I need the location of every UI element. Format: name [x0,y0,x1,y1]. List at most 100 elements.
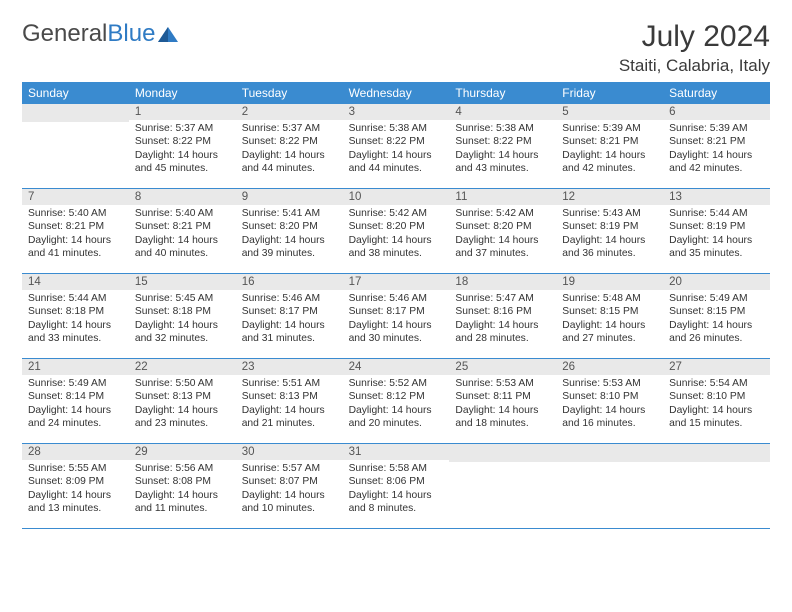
day-number: 10 [343,189,450,205]
day-details: Sunrise: 5:52 AMSunset: 8:12 PMDaylight:… [343,375,450,435]
daylight-text-2: and 24 minutes. [28,417,123,430]
sunset-text: Sunset: 8:22 PM [242,135,337,148]
sunset-text: Sunset: 8:17 PM [242,305,337,318]
sunset-text: Sunset: 8:14 PM [28,390,123,403]
day-cell: 29Sunrise: 5:56 AMSunset: 8:08 PMDayligh… [129,444,236,528]
day-cell: 30Sunrise: 5:57 AMSunset: 8:07 PMDayligh… [236,444,343,528]
dow-cell: Thursday [449,82,556,104]
brand-logo: GeneralBlue [22,20,179,48]
day-number [449,444,556,462]
day-cell: 12Sunrise: 5:43 AMSunset: 8:19 PMDayligh… [556,189,663,273]
day-details: Sunrise: 5:39 AMSunset: 8:21 PMDaylight:… [663,120,770,180]
day-number: 31 [343,444,450,460]
day-cell: 15Sunrise: 5:45 AMSunset: 8:18 PMDayligh… [129,274,236,358]
day-cell: 17Sunrise: 5:46 AMSunset: 8:17 PMDayligh… [343,274,450,358]
sunset-text: Sunset: 8:21 PM [135,220,230,233]
daylight-text-1: Daylight: 14 hours [562,319,657,332]
day-cell: 4Sunrise: 5:38 AMSunset: 8:22 PMDaylight… [449,104,556,188]
sunrise-text: Sunrise: 5:57 AM [242,462,337,475]
day-cell: 27Sunrise: 5:54 AMSunset: 8:10 PMDayligh… [663,359,770,443]
sunrise-text: Sunrise: 5:44 AM [669,207,764,220]
sunrise-text: Sunrise: 5:42 AM [455,207,550,220]
day-number: 17 [343,274,450,290]
daylight-text-1: Daylight: 14 hours [562,234,657,247]
week-row: 21Sunrise: 5:49 AMSunset: 8:14 PMDayligh… [22,359,770,444]
week-row: 7Sunrise: 5:40 AMSunset: 8:21 PMDaylight… [22,189,770,274]
sunrise-text: Sunrise: 5:47 AM [455,292,550,305]
day-cell: 10Sunrise: 5:42 AMSunset: 8:20 PMDayligh… [343,189,450,273]
daylight-text-2: and 11 minutes. [135,502,230,515]
day-details: Sunrise: 5:50 AMSunset: 8:13 PMDaylight:… [129,375,236,435]
daylight-text-1: Daylight: 14 hours [455,234,550,247]
daylight-text-2: and 41 minutes. [28,247,123,260]
day-number: 30 [236,444,343,460]
day-details: Sunrise: 5:57 AMSunset: 8:07 PMDaylight:… [236,460,343,520]
sunrise-text: Sunrise: 5:48 AM [562,292,657,305]
day-number: 4 [449,104,556,120]
sunrise-text: Sunrise: 5:44 AM [28,292,123,305]
daylight-text-2: and 21 minutes. [242,417,337,430]
daylight-text-2: and 42 minutes. [669,162,764,175]
sunset-text: Sunset: 8:18 PM [135,305,230,318]
day-number: 14 [22,274,129,290]
daylight-text-2: and 26 minutes. [669,332,764,345]
sunrise-text: Sunrise: 5:37 AM [135,122,230,135]
dow-cell: Friday [556,82,663,104]
daylight-text-1: Daylight: 14 hours [135,149,230,162]
day-details: Sunrise: 5:42 AMSunset: 8:20 PMDaylight:… [343,205,450,265]
daylight-text-2: and 45 minutes. [135,162,230,175]
month-title: July 2024 [619,20,770,54]
day-details: Sunrise: 5:49 AMSunset: 8:14 PMDaylight:… [22,375,129,435]
sunset-text: Sunset: 8:17 PM [349,305,444,318]
day-number: 26 [556,359,663,375]
sunset-text: Sunset: 8:18 PM [28,305,123,318]
sunrise-text: Sunrise: 5:54 AM [669,377,764,390]
day-cell: 20Sunrise: 5:49 AMSunset: 8:15 PMDayligh… [663,274,770,358]
day-cell: 1Sunrise: 5:37 AMSunset: 8:22 PMDaylight… [129,104,236,188]
daylight-text-1: Daylight: 14 hours [562,149,657,162]
daylight-text-2: and 36 minutes. [562,247,657,260]
day-cell: 3Sunrise: 5:38 AMSunset: 8:22 PMDaylight… [343,104,450,188]
sunrise-text: Sunrise: 5:53 AM [455,377,550,390]
day-number [556,444,663,462]
dow-cell: Sunday [22,82,129,104]
header: GeneralBlue July 2024 Staiti, Calabria, … [22,20,770,76]
sunrise-text: Sunrise: 5:58 AM [349,462,444,475]
day-cell: 21Sunrise: 5:49 AMSunset: 8:14 PMDayligh… [22,359,129,443]
day-details: Sunrise: 5:46 AMSunset: 8:17 PMDaylight:… [236,290,343,350]
daylight-text-1: Daylight: 14 hours [28,489,123,502]
daylight-text-2: and 20 minutes. [349,417,444,430]
location-label: Staiti, Calabria, Italy [619,56,770,76]
dow-cell: Tuesday [236,82,343,104]
day-number: 2 [236,104,343,120]
sunset-text: Sunset: 8:09 PM [28,475,123,488]
sunrise-text: Sunrise: 5:56 AM [135,462,230,475]
daylight-text-1: Daylight: 14 hours [455,404,550,417]
day-cell: 16Sunrise: 5:46 AMSunset: 8:17 PMDayligh… [236,274,343,358]
day-cell: 23Sunrise: 5:51 AMSunset: 8:13 PMDayligh… [236,359,343,443]
dow-cell: Saturday [663,82,770,104]
day-details: Sunrise: 5:48 AMSunset: 8:15 PMDaylight:… [556,290,663,350]
sunset-text: Sunset: 8:06 PM [349,475,444,488]
day-number: 8 [129,189,236,205]
sunset-text: Sunset: 8:07 PM [242,475,337,488]
sunset-text: Sunset: 8:20 PM [242,220,337,233]
day-cell: 26Sunrise: 5:53 AMSunset: 8:10 PMDayligh… [556,359,663,443]
day-details: Sunrise: 5:54 AMSunset: 8:10 PMDaylight:… [663,375,770,435]
daylight-text-1: Daylight: 14 hours [455,149,550,162]
day-number: 15 [129,274,236,290]
sunset-text: Sunset: 8:10 PM [669,390,764,403]
title-block: July 2024 Staiti, Calabria, Italy [619,20,770,76]
day-number: 3 [343,104,450,120]
day-details: Sunrise: 5:40 AMSunset: 8:21 PMDaylight:… [22,205,129,265]
day-details: Sunrise: 5:53 AMSunset: 8:10 PMDaylight:… [556,375,663,435]
sunrise-text: Sunrise: 5:45 AM [135,292,230,305]
daylight-text-2: and 44 minutes. [242,162,337,175]
sunset-text: Sunset: 8:16 PM [455,305,550,318]
day-number: 13 [663,189,770,205]
day-details: Sunrise: 5:37 AMSunset: 8:22 PMDaylight:… [129,120,236,180]
sunset-text: Sunset: 8:10 PM [562,390,657,403]
daylight-text-1: Daylight: 14 hours [349,234,444,247]
day-cell: 22Sunrise: 5:50 AMSunset: 8:13 PMDayligh… [129,359,236,443]
daylight-text-2: and 40 minutes. [135,247,230,260]
